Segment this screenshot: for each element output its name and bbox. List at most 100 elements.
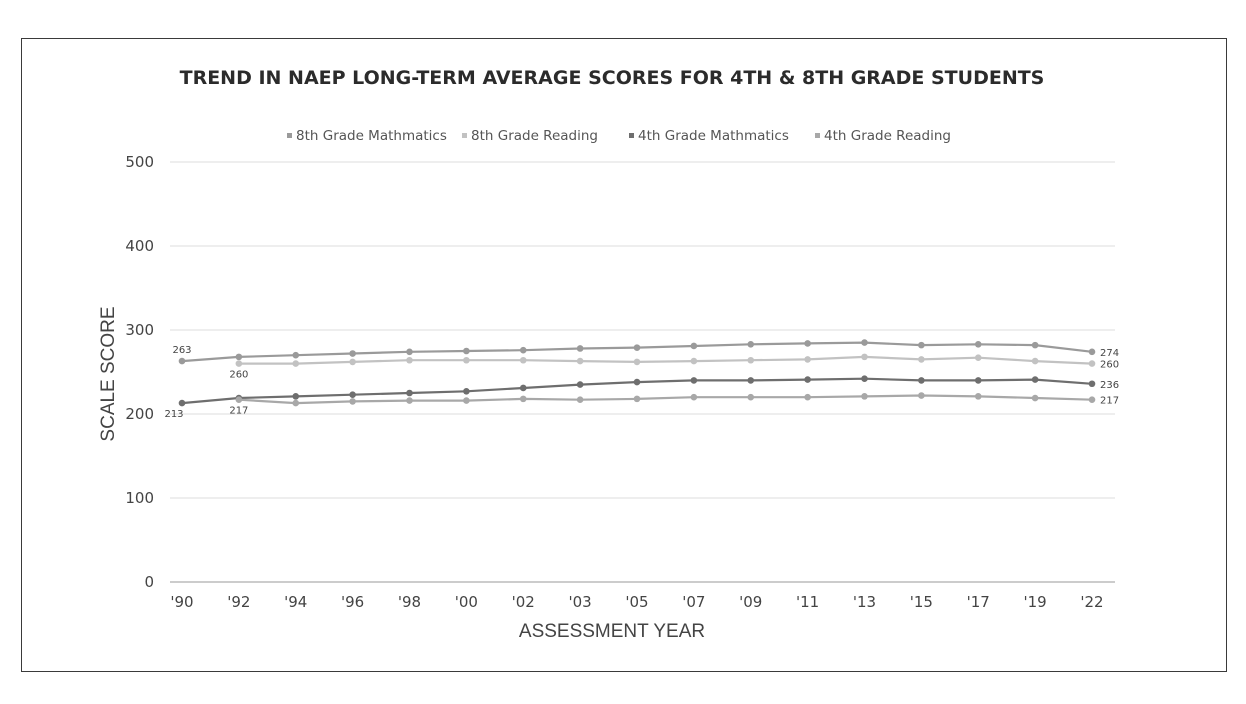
x-tick-label: '19 xyxy=(1024,593,1047,611)
data-point xyxy=(974,377,982,384)
data-point xyxy=(1088,396,1096,404)
data-point xyxy=(349,398,356,405)
data-label: 236 xyxy=(1100,380,1119,391)
data-point xyxy=(1088,380,1096,388)
data-point xyxy=(633,358,641,366)
x-tick-label: '00 xyxy=(455,593,478,611)
x-tick-label: '98 xyxy=(398,593,421,611)
chart-frame: TREND IN NAEP LONG-TERM AVERAGE SCORES F… xyxy=(21,38,1227,672)
data-point xyxy=(519,356,527,364)
data-point xyxy=(747,356,755,364)
x-tick-label: '11 xyxy=(796,593,819,611)
data-point xyxy=(406,356,413,364)
data-point xyxy=(235,360,243,367)
data-label: 217 xyxy=(229,406,248,417)
series-path xyxy=(238,355,1093,365)
data-point xyxy=(633,378,641,386)
data-point xyxy=(918,341,925,349)
x-tick-label: '17 xyxy=(967,593,990,611)
data-point xyxy=(406,348,413,356)
data-point xyxy=(463,397,470,404)
series-line xyxy=(235,392,1096,407)
x-tick-label: '09 xyxy=(739,593,762,611)
data-point xyxy=(349,350,356,357)
data-point xyxy=(1031,376,1039,383)
data-point xyxy=(861,393,868,400)
line-chart: TREND IN NAEP LONG-TERM AVERAGE SCORES F… xyxy=(98,67,1119,642)
data-point xyxy=(519,384,527,392)
data-point xyxy=(349,391,356,398)
data-point xyxy=(1031,341,1039,349)
chart-title: TREND IN NAEP LONG-TERM AVERAGE SCORES F… xyxy=(180,67,1045,89)
data-point xyxy=(747,377,755,384)
y-tick-label: 300 xyxy=(125,321,154,339)
data-label: 213 xyxy=(164,409,183,420)
data-point xyxy=(690,377,698,384)
series-path xyxy=(238,394,1093,405)
data-point xyxy=(349,358,356,366)
x-tick-label: '05 xyxy=(625,593,648,611)
data-label: 260 xyxy=(229,370,248,381)
data-point xyxy=(633,395,641,403)
data-point xyxy=(918,356,925,363)
data-point xyxy=(576,381,584,388)
data-point xyxy=(974,340,982,348)
data-point xyxy=(918,392,925,399)
x-tick-label: '02 xyxy=(512,593,535,611)
data-point xyxy=(747,393,755,401)
data-point xyxy=(690,393,698,401)
legend-swatch xyxy=(287,133,292,138)
data-point xyxy=(1088,348,1096,356)
y-tick-label: 100 xyxy=(125,489,154,507)
series-line xyxy=(235,353,1096,367)
data-point xyxy=(974,393,982,400)
x-tick-label: '07 xyxy=(682,593,705,611)
data-point xyxy=(861,375,868,383)
legend-label: 4th Grade Reading xyxy=(824,128,951,144)
data-point xyxy=(690,357,698,365)
data-point xyxy=(406,389,413,397)
data-point xyxy=(519,346,527,354)
x-tick-label: '22 xyxy=(1080,593,1103,611)
legend-label: 4th Grade Mathmatics xyxy=(638,128,789,144)
x-axis-ticks: '90 '92 '94 '96 '98 '00 '02 '03 '05 '07 '09 '11 '13 '… xyxy=(170,593,1103,611)
data-point xyxy=(804,340,811,347)
data-point xyxy=(804,356,811,363)
data-point xyxy=(463,388,470,395)
data-point xyxy=(861,339,868,346)
data-point xyxy=(1031,394,1039,402)
x-tick-label: '15 xyxy=(910,593,933,611)
y-tick-label: 500 xyxy=(125,153,154,171)
y-tick-label: 400 xyxy=(125,237,154,255)
data-point xyxy=(747,340,755,348)
series-line xyxy=(178,375,1096,407)
data-point xyxy=(974,354,982,362)
legend-swatch xyxy=(629,133,634,138)
series-lines xyxy=(178,339,1096,407)
x-tick-label: '03 xyxy=(569,593,592,611)
data-point xyxy=(519,395,527,403)
legend-swatch xyxy=(815,133,820,138)
series-line xyxy=(178,339,1096,365)
data-label: 260 xyxy=(1100,360,1119,371)
y-axis-ticks: 0 100 200 300 400 500 xyxy=(125,153,154,591)
data-point xyxy=(690,342,698,350)
data-point xyxy=(804,376,811,383)
x-tick-label: '13 xyxy=(853,593,876,611)
data-point xyxy=(463,347,470,355)
data-point xyxy=(178,357,186,365)
data-point xyxy=(918,377,925,384)
data-point xyxy=(292,360,300,367)
data-point xyxy=(1031,357,1039,365)
data-point xyxy=(292,399,300,407)
data-label: 217 xyxy=(1100,396,1119,407)
x-axis-title: ASSESSMENT YEAR xyxy=(519,621,705,642)
y-tick-label: 200 xyxy=(125,405,154,423)
data-point xyxy=(463,356,470,364)
data-label: 274 xyxy=(1100,348,1119,359)
x-tick-label: '90 xyxy=(170,593,193,611)
legend-label: 8th Grade Mathmatics xyxy=(296,128,447,144)
data-point xyxy=(576,396,584,404)
data-point xyxy=(633,344,641,351)
